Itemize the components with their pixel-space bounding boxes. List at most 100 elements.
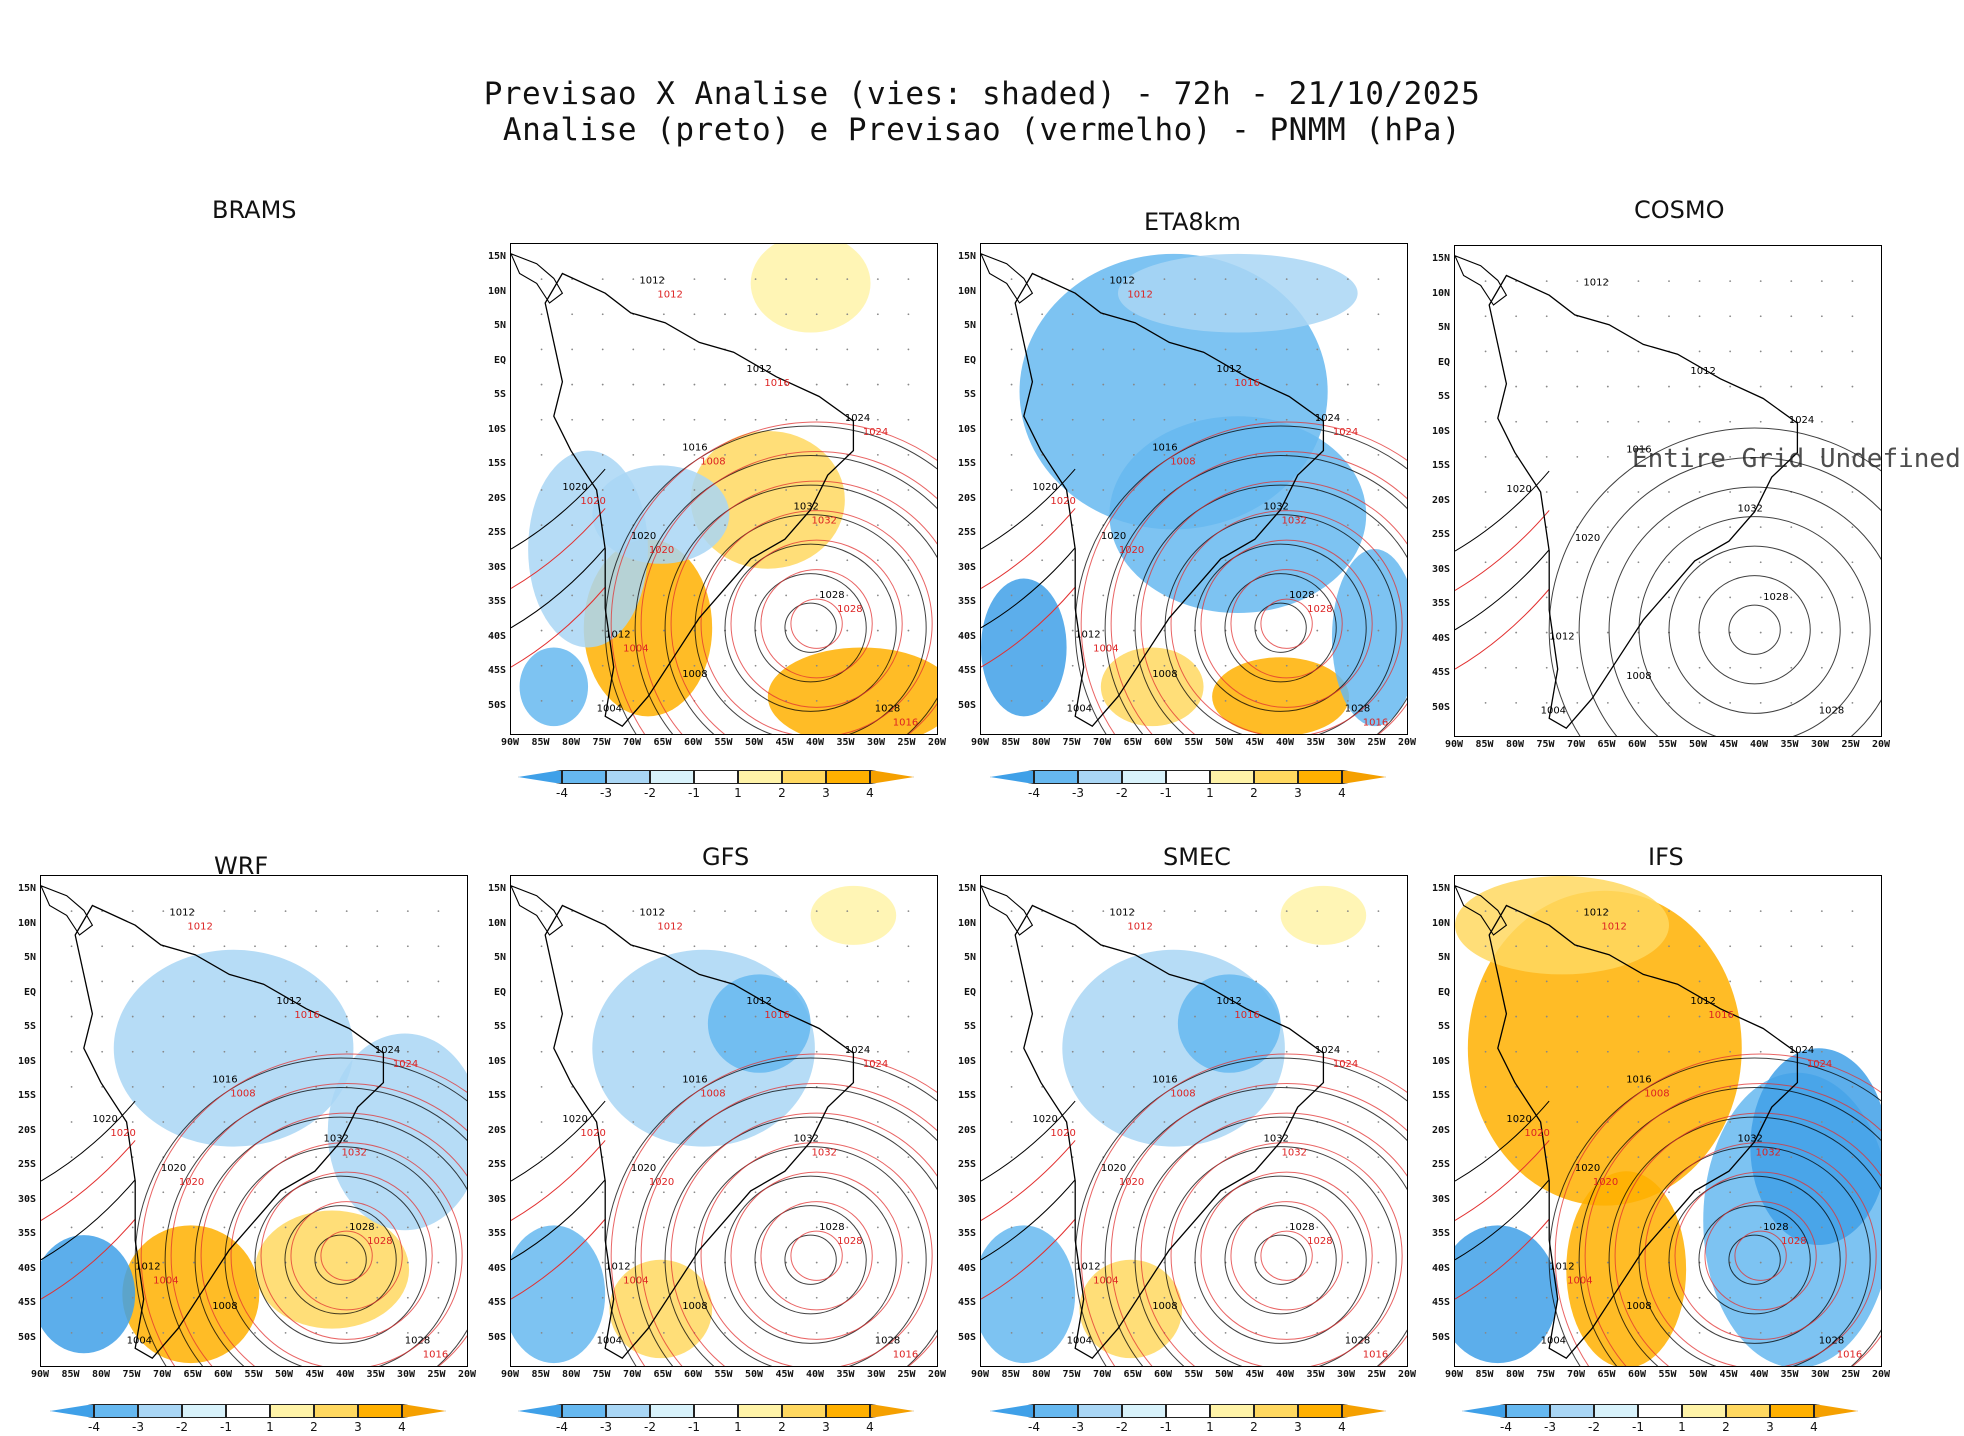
- grid-dot: [1820, 526, 1823, 529]
- grid-dot: [1851, 910, 1854, 913]
- analysis-pressure-label: 1016: [212, 1075, 237, 1086]
- map-panel-eta8km: 1012 1012 1012 1016 1016 1008 1020 1020 1024 1024…: [958, 243, 1416, 748]
- grid-dot: [101, 1226, 104, 1229]
- grid-dot: [1285, 278, 1288, 281]
- analysis-pressure-label: 1008: [682, 1301, 707, 1312]
- grid-dot: [632, 1050, 635, 1053]
- grid-dot: [1194, 418, 1196, 421]
- grid-dot: [1041, 1156, 1044, 1159]
- lat-tick-label: 5S: [23, 1021, 36, 1032]
- grid-dot: [540, 629, 543, 632]
- grid-dot: [876, 980, 879, 983]
- grid-dot: [601, 699, 604, 702]
- grid-dot: [662, 418, 665, 421]
- grid-dot: [1851, 385, 1854, 388]
- grid-dot: [1515, 1050, 1518, 1053]
- grid-dot: [1346, 559, 1349, 562]
- grid-dot: [376, 1261, 379, 1264]
- grid-dot: [1316, 1050, 1319, 1053]
- lon-tick-label: 25W: [1841, 1369, 1860, 1380]
- grid-dot: [1194, 313, 1196, 316]
- grid-dot: [1484, 945, 1487, 948]
- grid-dot: [1102, 1331, 1105, 1334]
- grid-dot: [1010, 524, 1013, 527]
- isobar-west: [981, 468, 1076, 550]
- grid-dot: [1071, 489, 1074, 491]
- grid-dot: [1194, 699, 1196, 702]
- panel-label-ifs: IFS: [1648, 843, 1684, 871]
- forecast-pressure-label: 1020: [1119, 1177, 1144, 1188]
- grid-dot: [1132, 453, 1135, 456]
- lon-tick-label: 70W: [152, 1369, 172, 1380]
- lon-tick-label: 20W: [1871, 739, 1891, 750]
- grid-dot: [815, 313, 818, 316]
- analysis-isobar: [1608, 1116, 1881, 1366]
- grid-dot: [1255, 489, 1258, 491]
- grid-dot: [1668, 1296, 1670, 1299]
- forecast-pressure-label: 1032: [1281, 1148, 1306, 1159]
- forecast-isobar: [790, 1230, 843, 1281]
- grid-dot: [1010, 489, 1013, 491]
- grid-dot: [1132, 1191, 1135, 1194]
- central-america-coastline: [41, 885, 94, 936]
- grid-dot: [907, 1331, 910, 1334]
- grid-dot: [1820, 1085, 1823, 1088]
- panel-label-smec: SMEC: [1163, 843, 1231, 871]
- analysis-isobar: [664, 1116, 937, 1366]
- grid-dot: [571, 313, 574, 316]
- grid-dot: [540, 1085, 543, 1088]
- lon-tick-label: 90W: [500, 1369, 520, 1380]
- grid-dot: [601, 383, 604, 386]
- grid-dot: [1224, 1085, 1227, 1088]
- grid-dot: [907, 559, 910, 562]
- grid-dot: [1637, 701, 1640, 704]
- grid-dot: [815, 559, 818, 562]
- grid-dot: [1041, 664, 1044, 667]
- grid-dot: [1132, 313, 1135, 316]
- grid-dot: [1285, 418, 1288, 421]
- grid-dot: [907, 1191, 910, 1194]
- map-panel-gfs: 1012 1012 1012 1016 1016 1008 1020 1020 1024 1024…: [488, 875, 946, 1380]
- grid-dot: [1377, 524, 1380, 527]
- grid-dot: [223, 1156, 226, 1159]
- forecast-pressure-label: 1020: [179, 1177, 204, 1188]
- analysis-isobar: [1638, 516, 1871, 736]
- grid-dot: [1545, 561, 1548, 564]
- grid-dot: [1224, 1331, 1227, 1334]
- south-america-coastline: [1488, 274, 1799, 730]
- lon-tick-label: 25W: [1367, 1369, 1386, 1380]
- grid-dot: [693, 559, 696, 562]
- colorbar-segment: [1682, 1404, 1726, 1418]
- analysis-pressure-label: 1024: [1789, 415, 1814, 426]
- grid-dot: [785, 1050, 788, 1053]
- forecast-pressure-label: 1024: [393, 1059, 418, 1070]
- analysis-pressure-label: 1004: [597, 703, 622, 714]
- grid-dot: [815, 348, 818, 351]
- grid-dot: [1851, 1331, 1854, 1334]
- colorbar-segment: [990, 1404, 1034, 1418]
- analysis-isobar: [1194, 1175, 1367, 1344]
- grid-dot: [754, 910, 757, 913]
- colorbar-segment: [650, 770, 694, 784]
- grid-dot: [662, 594, 665, 597]
- grid-dot: [1010, 1331, 1013, 1334]
- analysis-pressure-label: 1016: [1626, 445, 1651, 456]
- forecast-pressure-label: 1012: [657, 289, 682, 300]
- grid-dot: [284, 1050, 287, 1053]
- central-america-coastline: [981, 885, 1034, 936]
- grid-dot: [601, 348, 604, 351]
- grid-dot: [1316, 594, 1319, 597]
- grid-dot: [101, 980, 104, 983]
- bias-shade: [41, 1235, 136, 1354]
- forecast-pressure-label: 1016: [1837, 1349, 1862, 1360]
- grid-dot: [1729, 280, 1732, 283]
- grid-dot: [1316, 945, 1319, 948]
- grid-dot: [1132, 1331, 1135, 1334]
- grid-dot: [1377, 383, 1380, 386]
- grid-dot: [315, 910, 318, 913]
- colorbar-tick-label: 3: [822, 786, 830, 800]
- grid-dot: [1102, 418, 1105, 421]
- grid-dot: [1132, 559, 1135, 562]
- grid-dot: [1071, 1331, 1074, 1334]
- grid-dot: [662, 699, 665, 702]
